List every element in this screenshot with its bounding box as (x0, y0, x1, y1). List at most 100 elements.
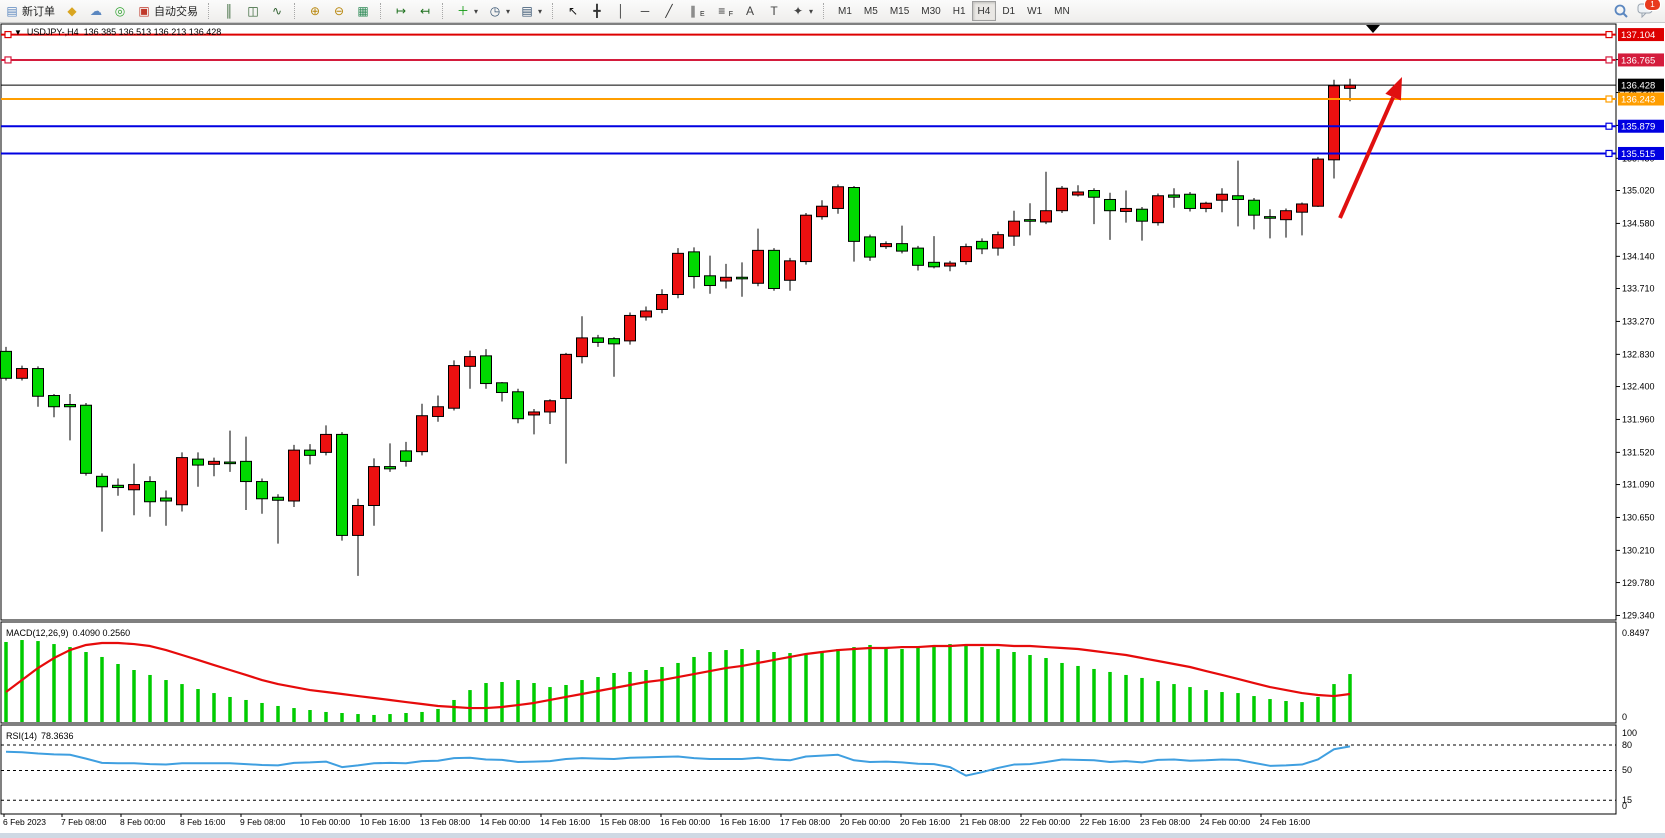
indicator-axis-label: 50 (1622, 765, 1632, 775)
channel-button[interactable]: ∥ E (681, 0, 710, 22)
timeframe-button-d1[interactable]: D1 (1002, 5, 1016, 17)
indicator-axis-label: 80 (1622, 740, 1632, 750)
toolbar-group: ▤ 新订单 ◆ ☁ ◎ ▣ 自动交易 (0, 0, 203, 22)
trendline-button[interactable]: ╱ (657, 0, 681, 22)
trend-arrow-object[interactable] (1338, 77, 1402, 219)
time-axis-label: 20 Feb 00:00 (840, 817, 890, 827)
zoom-out-button[interactable]: ⊖ (327, 0, 351, 22)
price-axis-label: 129.780 (1622, 578, 1655, 588)
new-order-button[interactable]: ▤ 新订单 (0, 0, 60, 22)
time-axis-label: 17 Feb 08:00 (780, 817, 830, 827)
time-axis-label: 13 Feb 08:00 (420, 817, 470, 827)
price-axis-label: 131.960 (1622, 415, 1655, 425)
autotrading-button[interactable]: ▣ 自动交易 (132, 0, 203, 22)
price-axis[interactable]: 136.770136.330135.890135.450135.020134.5… (1616, 55, 1655, 811)
time-axis[interactable]: 6 Feb 2023 7 Feb 08:00 8 Feb 00:00 8 Feb 16… (3, 814, 1310, 827)
autotrading-icon: ▣ (138, 4, 150, 18)
rsi-name: RSI(14) (6, 731, 38, 741)
signal-icon: ◎ (114, 4, 126, 18)
dropdown-caret-icon[interactable]: ▾ (506, 6, 511, 16)
search-icon[interactable] (1613, 3, 1629, 19)
gold-button[interactable]: ◆ (60, 0, 84, 22)
text-label-button[interactable]: T (762, 0, 786, 22)
window-bottom-edge (0, 833, 1665, 838)
candles-chart-button[interactable]: ◫ (241, 0, 265, 22)
dropdown-caret-icon[interactable]: ▾ (809, 6, 814, 16)
indicator-axis-label: 0 (1622, 801, 1627, 811)
line-chart-button[interactable]: ∿ (265, 0, 289, 22)
timeframe-button-m1[interactable]: M1 (838, 5, 852, 17)
timeframe-button-h1[interactable]: H1 (952, 5, 966, 17)
toolbar-group: ↦ ↤ (389, 0, 437, 22)
price-line-badge: 137.104 (1621, 30, 1655, 41)
time-axis-label: 7 Feb 08:00 (61, 817, 107, 827)
time-axis-label: 16 Feb 16:00 (720, 817, 770, 827)
signal-button[interactable]: ◎ (108, 0, 132, 22)
add-indicator-button[interactable]: ＋ ▾ (451, 0, 483, 22)
chat-button[interactable]: 1 (1637, 0, 1661, 21)
auto-scroll-button[interactable]: ↦ (389, 0, 413, 22)
cursor-button[interactable]: ↖ (561, 0, 585, 22)
chart-window[interactable]: 136.770136.330135.890135.450135.020134.5… (0, 22, 1665, 838)
toolbar-group: ↖ ╋ │ ─ ╱ ∥ E ≡ F A T ✦ ▾ (561, 0, 818, 22)
macd-histogram (4, 640, 1352, 722)
zoom-in-icon: ⊕ (309, 4, 321, 18)
new-order-icon: ▤ (6, 4, 18, 18)
price-chart-canvas[interactable]: 136.770136.330135.890135.450135.020134.5… (0, 22, 1665, 838)
hline-objects[interactable] (1, 30, 1616, 158)
notification-badge: 1 (1644, 0, 1661, 11)
gold-ingot-icon: ◆ (67, 4, 77, 18)
fibonacci-icon: ≡ (718, 4, 726, 18)
toolbar-separator (380, 3, 385, 19)
time-axis-label: 14 Feb 16:00 (540, 817, 590, 827)
bars-chart-button[interactable]: ║ (217, 0, 241, 22)
trendline-icon: ╱ (665, 4, 673, 18)
price-axis-label: 130.650 (1622, 513, 1655, 523)
chart-menu-icon[interactable]: ▼ (14, 27, 22, 37)
price-axis-label: 134.140 (1622, 252, 1655, 262)
time-axis-label: 16 Feb 00:00 (660, 817, 710, 827)
time-axis-label: 9 Feb 08:00 (240, 817, 286, 827)
ohlc-values-label: 136.385 136.513 136.213 136.428 (83, 27, 222, 37)
price-line-badge: 135.879 (1621, 122, 1655, 133)
toolbar-separator (552, 3, 557, 19)
time-axis-label: 10 Feb 00:00 (300, 817, 350, 827)
timeframe-button-m5[interactable]: M5 (863, 5, 878, 17)
vertical-line-button[interactable]: │ (609, 0, 633, 22)
horizontal-line-button[interactable]: ─ (633, 0, 657, 22)
autotrading-button-label: 自动交易 (154, 6, 198, 18)
fibonacci-icon-sub: F (728, 10, 733, 18)
crosshair-icon: ╋ (593, 4, 601, 18)
dropdown-caret-icon[interactable]: ▾ (474, 6, 479, 16)
time-axis-label: 10 Feb 16:00 (360, 817, 410, 827)
community-button[interactable]: ☁ (84, 0, 108, 22)
price-axis-label: 135.020 (1622, 186, 1655, 196)
timeframe-button-w1[interactable]: W1 (1027, 5, 1043, 17)
templates-button[interactable]: ▤ ▾ (515, 0, 547, 22)
chart-shift-icon: ↤ (419, 4, 431, 18)
toolbar-group: ⊕ ⊖ ▦ (303, 0, 375, 22)
fibonacci-button[interactable]: ≡ F (710, 0, 738, 22)
periods-button[interactable]: ◷ ▾ (483, 0, 515, 22)
new-order-button-label: 新订单 (22, 6, 55, 18)
timeframe-button-m30[interactable]: M30 (921, 5, 941, 17)
timeframe-button-m15[interactable]: M15 (889, 5, 910, 17)
clock-icon: ◷ (489, 4, 501, 18)
dropdown-caret-icon[interactable]: ▾ (538, 6, 543, 16)
main-toolbar: ▤ 新订单 ◆ ☁ ◎ ▣ 自动交易 ║ ◫ ∿ ⊕ ⊖ ▦ ↦ ↤ ＋ ▾ ◷ ▾ ▤ ▾ ↖ ╋ │ ─ ╱ ∥ E ≡ F A T ✦ ▾ M… (0, 0, 1665, 23)
chart-shift-button[interactable]: ↤ (413, 0, 437, 22)
auto-scroll-icon: ↦ (395, 4, 407, 18)
toolbar-separator (823, 3, 828, 19)
macd-signal-line (5, 641, 1351, 710)
toolbar-group: ＋ ▾ ◷ ▾ ▤ ▾ (451, 0, 547, 22)
triangle-marker-icon[interactable] (1366, 25, 1380, 33)
crosshair-button[interactable]: ╋ (585, 0, 609, 22)
arrows-button[interactable]: ✦ ▾ (786, 0, 818, 22)
text-button[interactable]: A (738, 0, 762, 22)
tile-windows-button[interactable]: ▦ (351, 0, 375, 22)
price-axis-label: 129.340 (1622, 611, 1655, 621)
horizontal-line-icon: ─ (640, 4, 650, 18)
timeframe-button-h4[interactable]: H4 (971, 1, 997, 21)
zoom-in-button[interactable]: ⊕ (303, 0, 327, 22)
timeframe-button-mn[interactable]: MN (1054, 5, 1070, 17)
